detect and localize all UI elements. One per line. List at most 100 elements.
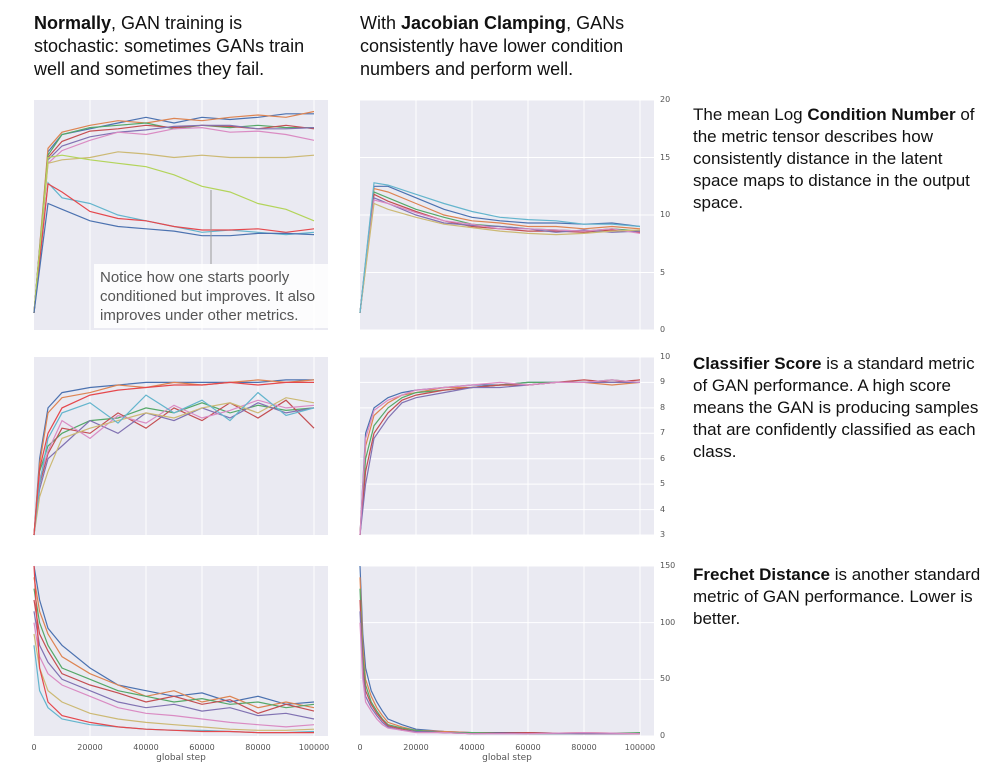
header-right: With Jacobian Clamping, GANs consistentl… — [360, 12, 655, 81]
y-tick-label: 10 — [660, 210, 671, 219]
x-tick-label: 60000 — [515, 743, 541, 752]
header-right-bold: Jacobian Clamping — [401, 13, 567, 33]
header-left-bold: Normally — [34, 13, 112, 33]
series-line — [33, 379, 314, 536]
series-line — [33, 565, 315, 705]
y-tick-label: 0 — [660, 731, 666, 740]
series-line — [33, 124, 315, 313]
chart-frechet-jacobian — [359, 565, 654, 737]
series-line — [359, 565, 640, 735]
series-line — [359, 187, 641, 313]
series-line — [33, 622, 315, 728]
series-line — [33, 182, 315, 313]
x-axis-label: global step — [482, 753, 532, 763]
x-tick-label: 60000 — [189, 743, 215, 752]
x-tick-label: 20000 — [403, 743, 429, 752]
series-line — [33, 154, 315, 313]
series-line — [359, 379, 641, 536]
series-line — [33, 399, 315, 536]
x-tick-label: 100000 — [298, 743, 330, 752]
series-line — [359, 202, 641, 313]
x-tick-label: 40000 — [459, 743, 485, 752]
y-tick-label: 4 — [660, 504, 666, 514]
series-line — [359, 379, 641, 536]
series-line — [33, 126, 315, 313]
chart-classifier-jacobian — [359, 356, 654, 536]
header-right-text: , GANs consistently have lower condition… — [360, 13, 625, 79]
y-tick-label: 5 — [660, 267, 666, 277]
desc-0-bold: Condition Number — [807, 105, 956, 124]
series-line — [359, 193, 641, 313]
desc-1-bold: Classifier Score — [693, 354, 822, 373]
y-tick-label: 5 — [660, 479, 666, 489]
chart-condition-jacobian — [359, 99, 654, 331]
annotation-text: Notice how one starts poorly conditioned… — [100, 269, 316, 324]
series-line — [33, 399, 315, 536]
y-tick-label: 9 — [660, 377, 666, 387]
chart-classifier-normal-svg — [33, 357, 315, 536]
y-tick-label: 50 — [660, 674, 671, 684]
desc-2-bold: Frechet Distance — [693, 565, 830, 584]
series-line — [359, 191, 641, 313]
series-line — [359, 182, 641, 313]
series-line — [33, 577, 315, 709]
classifier-score-description: Classifier Score is a standard metric of… — [693, 353, 985, 463]
condition-number-description: The mean Log Condition Number of the met… — [693, 104, 985, 214]
header-left: Normally, GAN training is stochastic: so… — [34, 12, 324, 81]
series-line — [33, 381, 314, 536]
series-line — [359, 185, 641, 313]
y-tick-label: 0 — [660, 325, 666, 334]
y-tick-label: 7 — [660, 428, 666, 438]
x-tick-label: 0 — [31, 743, 37, 752]
series-line — [33, 588, 315, 709]
series-line — [33, 391, 315, 536]
x-tick-label: 100000 — [624, 743, 656, 752]
desc-0-pre: The mean Log — [693, 105, 808, 124]
series-line — [33, 110, 315, 313]
series-line — [33, 633, 315, 731]
series-line — [33, 397, 315, 536]
series-line — [33, 599, 315, 714]
x-tick-label: 20000 — [77, 743, 103, 752]
y-tick-label: 100 — [660, 617, 676, 627]
y-tick-label: 150 — [660, 561, 676, 570]
series-line — [359, 199, 641, 313]
series-line — [33, 402, 315, 536]
series-line — [33, 565, 314, 734]
series-line — [33, 379, 315, 536]
header-left-text: , GAN training is stochastic: sometimes … — [34, 13, 305, 79]
frechet-distance-description: Frechet Distance is another standard met… — [693, 564, 985, 630]
series-line — [359, 577, 641, 735]
chart-condition-jacobian-svg — [359, 99, 654, 331]
chart-condition-normal-svg — [33, 100, 315, 330]
series-line — [359, 599, 640, 735]
desc-1-rest: is a standard metric of GAN performance.… — [693, 354, 979, 461]
chart-frechet-normal — [33, 565, 328, 736]
series-line — [359, 622, 641, 735]
desc-2-rest: is another standard metric of GAN perfor… — [693, 565, 981, 628]
chart-classifier-normal — [33, 357, 328, 536]
series-line — [33, 151, 315, 313]
y-tick-label: 6 — [660, 453, 666, 463]
x-tick-label: 40000 — [133, 743, 159, 752]
series-line — [359, 588, 641, 735]
y-tick-label: 8 — [660, 402, 666, 412]
x-tick-label: 80000 — [245, 743, 271, 752]
x-tick-label: 0 — [357, 743, 363, 752]
chart-frechet-jacobian-svg — [359, 565, 654, 737]
series-line — [359, 611, 640, 735]
x-tick-label: 80000 — [571, 743, 597, 752]
y-tick-label: 20 — [660, 95, 671, 104]
series-line — [33, 402, 315, 536]
y-tick-label: 3 — [660, 530, 666, 539]
desc-0-rest: of the metric tensor describes how consi… — [693, 105, 975, 212]
chart-classifier-jacobian-svg — [359, 356, 654, 536]
series-line — [33, 202, 315, 313]
x-axis-label: global step — [156, 753, 206, 763]
series-line — [33, 611, 315, 720]
y-tick-label: 15 — [660, 152, 671, 162]
y-tick-label: 10 — [660, 352, 671, 361]
annotation-box: Notice how one starts poorly conditioned… — [94, 264, 328, 328]
header-right-pre: With — [360, 13, 402, 33]
chart-frechet-normal-svg — [33, 565, 315, 736]
